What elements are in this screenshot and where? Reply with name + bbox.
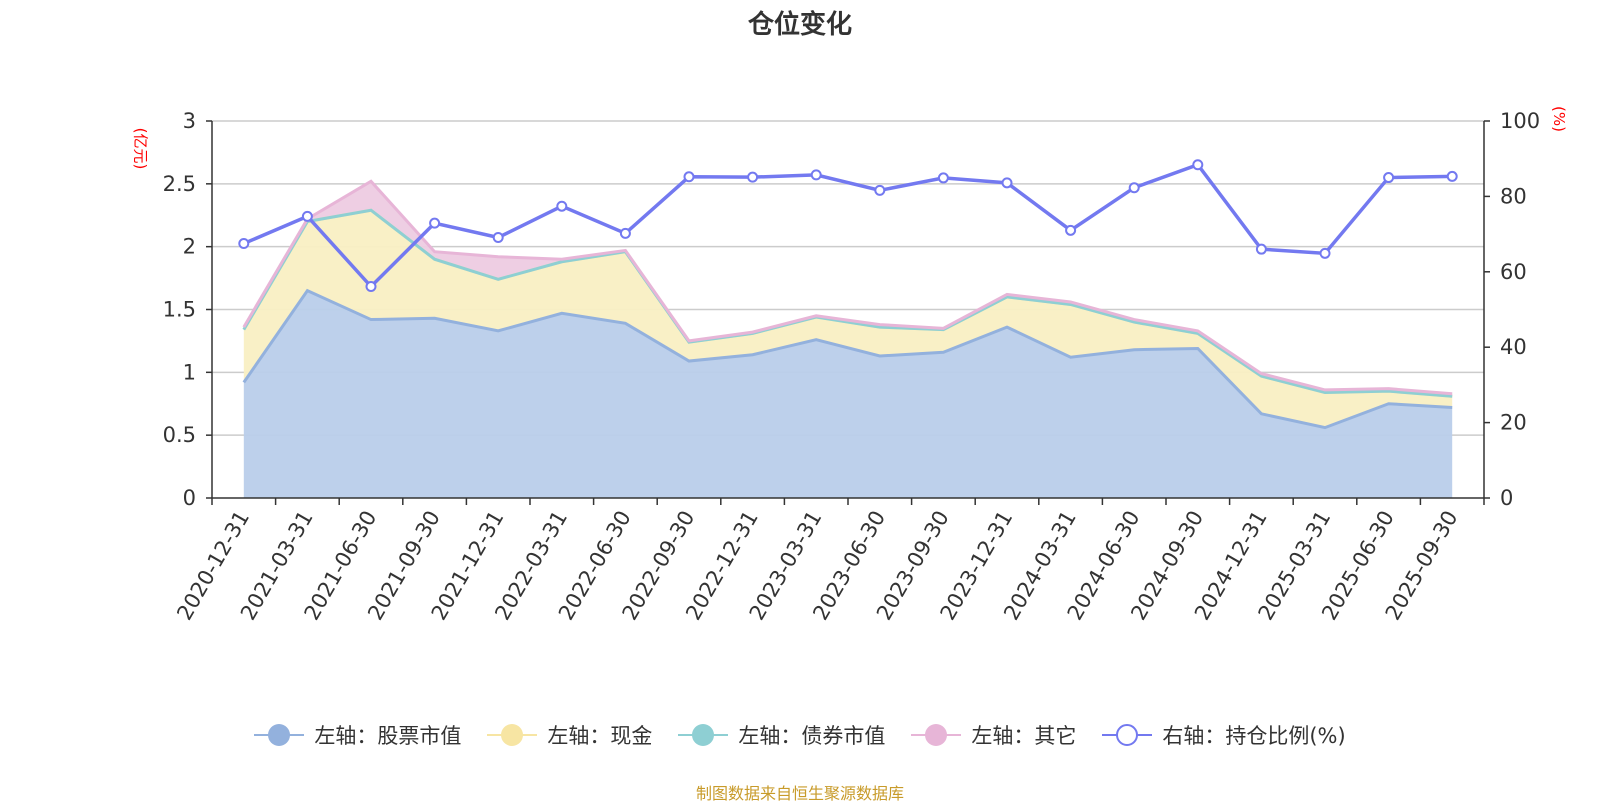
ratio-point xyxy=(556,200,568,212)
right-axis-tick-label: 40 xyxy=(1500,335,1527,359)
legend-swatch-cash xyxy=(487,723,538,747)
area-0 xyxy=(243,290,1453,498)
ratio-point xyxy=(683,171,695,183)
ratio-point xyxy=(1446,170,1458,182)
left-axis-tick-label: 2.5 xyxy=(163,172,196,196)
ratio-point xyxy=(365,281,377,293)
legend-label-ratio: 右轴：持仓比例(%) xyxy=(1162,724,1346,748)
ratio-point xyxy=(1065,224,1077,236)
left-axis-tick-label: 3 xyxy=(183,109,196,133)
ratio-point xyxy=(874,184,886,196)
right-axis-tick-label: 60 xyxy=(1500,260,1527,284)
ratio-point xyxy=(1001,177,1013,189)
legend-label-bond: 左轴：债券市值 xyxy=(738,724,886,748)
ratio-point xyxy=(1128,182,1140,194)
legend-label-cash: 左轴：现金 xyxy=(547,724,653,748)
ratio-line xyxy=(243,162,1453,290)
legend-swatch-bond xyxy=(678,723,729,747)
ratio-point xyxy=(301,210,313,222)
legend-item-bond[interactable]: 左轴：债券市值 xyxy=(678,720,885,750)
right-axis-tick-label: 80 xyxy=(1500,184,1527,208)
legend-swatch-ratio xyxy=(1102,723,1153,747)
legend-label-other: 左轴：其它 xyxy=(971,724,1077,748)
ratio-point xyxy=(492,231,504,243)
area-line-0 xyxy=(242,288,1453,430)
ratio-point xyxy=(1255,243,1267,255)
right-axis-unit: (%) xyxy=(1549,106,1568,132)
left-axis-tick-label: 0.5 xyxy=(163,423,196,447)
legend-item-ratio[interactable]: 右轴：持仓比例(%) xyxy=(1102,720,1346,750)
legend-swatch-stock xyxy=(254,723,305,747)
area-3 xyxy=(243,181,1453,397)
ratio-point xyxy=(619,227,631,239)
footer-source: 制图数据来自恒生聚源数据库 xyxy=(695,784,904,803)
right-axis-tick-label: 20 xyxy=(1500,411,1527,435)
left-axis-tick-label: 0 xyxy=(183,486,196,510)
area-1 xyxy=(243,210,1453,428)
legend-swatch-other xyxy=(911,723,962,747)
legend-label-stock: 左轴：股票市值 xyxy=(314,724,462,748)
ratio-point xyxy=(1383,172,1395,184)
ratio-point xyxy=(429,217,441,229)
ratio-point xyxy=(238,238,250,250)
legend-item-other[interactable]: 左轴：其它 xyxy=(911,720,1076,750)
area-line-2 xyxy=(242,208,1453,398)
ratio-point xyxy=(1192,159,1204,171)
ratio-point xyxy=(937,172,949,184)
area-line-3 xyxy=(242,179,1453,396)
legend-item-cash[interactable]: 左轴：现金 xyxy=(487,720,652,750)
ratio-point xyxy=(747,171,759,183)
legend-item-stock[interactable]: 左轴：股票市值 xyxy=(254,720,461,750)
ratio-point xyxy=(1319,247,1331,259)
left-axis-tick-label: 2 xyxy=(183,235,196,259)
left-axis-unit: (亿元) xyxy=(131,127,150,170)
left-axis-tick-label: 1 xyxy=(183,360,196,384)
right-axis-tick-label: 100 xyxy=(1500,109,1540,133)
left-axis-tick-label: 1.5 xyxy=(163,298,196,322)
legend: 左轴：股票市值 左轴：现金 左轴：债券市值 左轴：其它 右轴：持仓比例(%) xyxy=(0,720,1600,750)
ratio-point xyxy=(810,169,822,181)
chart-title: 仓位变化 xyxy=(747,10,852,40)
right-axis-tick-label: 0 xyxy=(1500,486,1513,510)
